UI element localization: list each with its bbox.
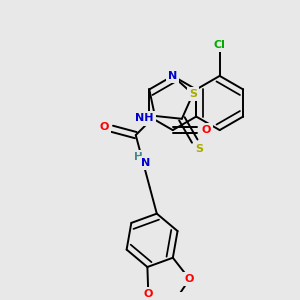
Text: O: O [185,274,194,284]
Text: H: H [134,152,142,162]
Text: S: S [189,89,197,99]
Text: Cl: Cl [214,40,226,50]
Text: N: N [141,158,150,168]
Text: O: O [201,125,211,135]
Text: N: N [168,71,177,81]
Text: O: O [144,289,153,299]
Text: O: O [99,122,109,132]
Text: S: S [195,144,203,154]
Text: NH: NH [135,113,154,124]
